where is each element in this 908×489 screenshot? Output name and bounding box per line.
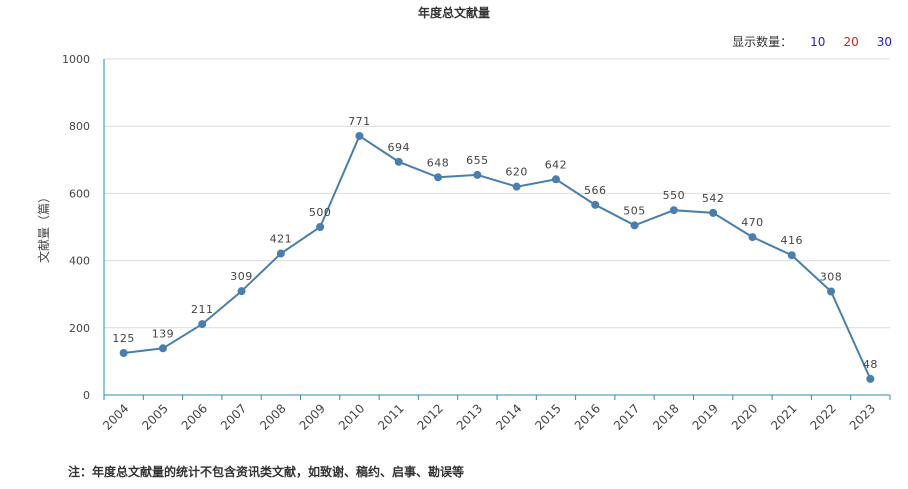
data-label: 139 xyxy=(152,327,175,340)
gridlines xyxy=(104,58,890,329)
data-point xyxy=(434,173,443,182)
data-point xyxy=(709,208,718,217)
data-point xyxy=(158,344,167,353)
y-axis-title: 文献量（篇） xyxy=(36,191,51,263)
data-point xyxy=(748,233,757,242)
display-count-label: 显示数量： xyxy=(732,35,793,49)
y-tick-label: 400 xyxy=(69,255,90,268)
x-tick-label: 2004 xyxy=(100,401,131,432)
data-point xyxy=(394,157,403,166)
x-tick-label: 2010 xyxy=(336,401,367,432)
data-point xyxy=(355,131,364,140)
x-tick-label: 2006 xyxy=(179,401,210,432)
data-label: 566 xyxy=(584,184,607,197)
data-label: 48 xyxy=(863,358,878,371)
data-point xyxy=(473,170,482,179)
data-point xyxy=(787,251,796,260)
data-label: 421 xyxy=(270,233,293,246)
line-chart: 0 200 400 600 800 1000 2004 2005 2006 2007 2008 200… xyxy=(36,53,891,433)
display-count-option-30[interactable]: 30 xyxy=(876,34,892,49)
data-label: 309 xyxy=(230,270,253,283)
data-label: 542 xyxy=(702,192,725,205)
data-label: 648 xyxy=(427,156,450,169)
data-point xyxy=(591,200,600,209)
y-tick-label: 200 xyxy=(69,322,90,335)
x-tick-label: 2023 xyxy=(847,401,878,432)
data-point xyxy=(669,206,678,215)
x-tick-label: 2019 xyxy=(690,401,721,432)
data-point xyxy=(237,287,246,296)
data-label: 416 xyxy=(781,234,804,247)
data-point xyxy=(551,175,560,184)
data-label: 500 xyxy=(309,206,332,219)
data-label: 694 xyxy=(388,141,411,154)
data-label: 550 xyxy=(663,189,686,202)
series-path xyxy=(123,134,872,380)
chart-title: 年度总文献量 xyxy=(417,6,490,20)
data-label: 642 xyxy=(545,158,568,171)
display-count-option-10[interactable]: 10 xyxy=(810,34,826,49)
x-tick-label: 2015 xyxy=(532,401,563,432)
data-labels: 125 139 211 309 421 500 771 694 648 655 620 642 566 5… xyxy=(112,115,877,371)
data-label: 125 xyxy=(112,332,135,345)
x-tick-label: 2011 xyxy=(375,401,406,432)
data-label: 505 xyxy=(623,204,646,217)
data-label: 308 xyxy=(820,271,843,284)
x-tick-label: 2008 xyxy=(257,401,288,432)
data-point xyxy=(198,320,207,329)
x-tick-label: 2018 xyxy=(650,401,681,432)
x-tick-label: 2020 xyxy=(729,401,760,432)
data-label: 470 xyxy=(741,216,764,229)
data-point xyxy=(866,374,875,383)
display-count-selector: 显示数量： 10 20 30 xyxy=(732,33,892,50)
x-tick-label: 2017 xyxy=(611,401,642,432)
data-point xyxy=(119,349,128,357)
x-tick-label: 2012 xyxy=(414,401,445,432)
x-tick-label: 2007 xyxy=(218,401,249,432)
x-tick-label: 2016 xyxy=(572,401,603,432)
y-tick-label: 1000 xyxy=(62,53,90,66)
y-tick-label: 800 xyxy=(69,120,90,133)
display-count-option-20[interactable]: 20 xyxy=(843,34,859,49)
data-point xyxy=(630,221,639,230)
x-tick-label: 2005 xyxy=(139,401,170,432)
y-tick-label: 600 xyxy=(69,187,90,200)
data-label: 620 xyxy=(505,166,528,179)
x-tick-label: 2022 xyxy=(807,401,838,432)
footnote: 注：年度总文献量的统计不包含资讯类文献，如致谢、稿约、启事、勘误等 xyxy=(68,465,465,479)
data-point xyxy=(827,287,836,296)
data-point xyxy=(276,249,285,258)
x-tick-label: 2014 xyxy=(493,401,524,432)
data-label: 771 xyxy=(348,115,371,128)
data-label: 655 xyxy=(466,154,489,167)
series-line xyxy=(119,131,875,383)
x-tick-label: 2013 xyxy=(454,401,485,432)
x-tick-label: 2009 xyxy=(297,401,328,432)
data-point xyxy=(512,182,521,191)
data-label: 211 xyxy=(191,303,214,316)
data-point xyxy=(316,223,325,231)
x-tick-label: 2021 xyxy=(768,401,799,432)
y-tick-label: 0 xyxy=(83,389,90,402)
axes: 0 200 400 600 800 1000 2004 2005 2006 2007 2008 200… xyxy=(36,53,891,433)
